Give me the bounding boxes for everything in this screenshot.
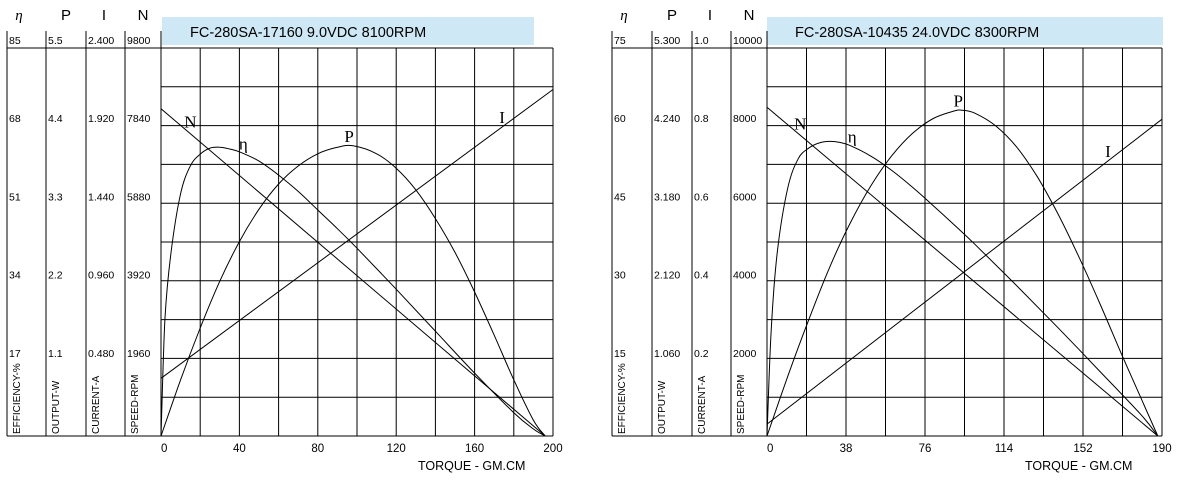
x-tick-label: 0 [161, 443, 167, 455]
y-tick-label: 5.5 [48, 35, 63, 47]
chart-title: FC-280SA-17160 9.0VDC 8100RPM [190, 25, 426, 41]
y-tick-label: 0.6 [694, 191, 709, 203]
chart-title: FC-280SA-10435 24.0VDC 8300RPM [795, 25, 1039, 41]
y-tick-label: 4.240 [654, 113, 680, 125]
y-tick-label: 0.4 [694, 270, 709, 282]
y-tick-label: 1960 [127, 348, 151, 360]
y-tick-label: 2.120 [654, 270, 680, 282]
chart-title-bg [162, 17, 534, 45]
y-tick-label: 0.480 [88, 348, 114, 360]
y-tick-label: 75 [614, 35, 626, 47]
y-axis-label: CURRENT-A [697, 375, 708, 434]
chart-title-bg [767, 17, 1163, 45]
y-tick-label: 10000 [733, 35, 762, 47]
x-tick-label: 0 [767, 443, 773, 455]
series-curve-N [160, 108, 546, 437]
x-axis-label: TORQUE - GM.CM [1025, 459, 1132, 473]
y-tick-label: 7840 [127, 113, 151, 125]
series-label: I [1105, 142, 1111, 161]
y-tick-label: 9800 [127, 35, 151, 47]
column-symbol: N [744, 7, 755, 24]
series-curve-N [766, 106, 1159, 437]
x-tick-label: 38 [840, 443, 853, 455]
y-tick-label: 8000 [733, 113, 757, 125]
y-tick-label: 85 [9, 35, 21, 47]
y-tick-label: 0.960 [88, 270, 114, 282]
column-symbol: P [61, 7, 71, 24]
column-symbol: η [620, 8, 627, 24]
x-tick-label: 120 [387, 443, 406, 455]
x-tick-label: 152 [1073, 443, 1092, 455]
y-axis-label: CURRENT-A [91, 375, 102, 434]
chart-1: FC-280SA-17160 9.0VDC 8100RPM η P I N 85 68 51 3… [6, 7, 563, 473]
y-tick-label: 2.400 [88, 35, 114, 47]
y-tick-label: 15 [614, 348, 626, 360]
series-curve-I [160, 89, 554, 379]
y-tick-label: 5880 [127, 191, 151, 203]
column-symbol: η [15, 8, 22, 24]
x-tick-label: 76 [919, 443, 932, 455]
series-curve-P [766, 109, 1159, 437]
y-tick-label: 51 [9, 191, 21, 203]
y-tick-label: 0.8 [694, 113, 709, 125]
x-axis-label: TORQUE - GM.CM [418, 459, 525, 473]
series-curve-η [766, 140, 1159, 437]
series-label: P [344, 127, 353, 146]
y-tick-label: 1.920 [88, 113, 114, 125]
y-axis-label: EFFICIENCY-% [617, 363, 628, 434]
y-tick-label: 1.0 [694, 35, 709, 47]
y-tick-label: 1.060 [654, 348, 680, 360]
y-axis-label: OUTPUT-W [657, 380, 668, 434]
series-curve-η [160, 146, 546, 437]
y-axis-label: OUTPUT-W [51, 380, 62, 434]
column-symbol: P [667, 7, 677, 24]
series-label: η [239, 135, 248, 154]
series-curve-P [160, 144, 546, 437]
y-tick-label: 2000 [733, 348, 757, 360]
y-tick-label: 5.300 [654, 35, 680, 47]
y-tick-label: 45 [614, 191, 626, 203]
series-label: I [499, 108, 505, 127]
y-axis-label: EFFICIENCY-% [12, 363, 23, 434]
y-axis-label: SPEED-RPM [736, 375, 747, 434]
y-tick-label: 60 [614, 113, 626, 125]
x-tick-label: 40 [233, 443, 246, 455]
series-label: N [794, 114, 806, 133]
column-symbol: N [138, 7, 149, 24]
y-tick-label: 2.2 [48, 270, 63, 282]
y-tick-label: 6000 [733, 191, 757, 203]
y-tick-label: 3920 [127, 270, 151, 282]
x-tick-label: 80 [311, 443, 324, 455]
x-tick-label: 160 [465, 443, 484, 455]
y-tick-label: 17 [9, 348, 21, 360]
series-label: N [184, 113, 196, 132]
y-tick-label: 34 [9, 270, 21, 282]
x-tick-label: 190 [1152, 443, 1171, 455]
y-tick-label: 68 [9, 113, 21, 125]
y-tick-label: 3.3 [48, 191, 63, 203]
chart-2: FC-280SA-10435 24.0VDC 8300RPM η P I N 75 60 45… [611, 7, 1172, 473]
y-tick-label: 3.180 [654, 191, 680, 203]
series-curve-I [766, 118, 1163, 425]
y-tick-label: 30 [614, 270, 626, 282]
series-label: η [848, 128, 857, 147]
y-tick-label: 1.440 [88, 191, 114, 203]
series-label: P [954, 92, 963, 111]
x-tick-label: 114 [995, 443, 1014, 455]
column-symbol: I [708, 7, 712, 24]
y-tick-label: 4000 [733, 270, 757, 282]
y-tick-label: 1.1 [48, 348, 63, 360]
y-tick-label: 4.4 [48, 113, 63, 125]
y-tick-label: 0.2 [694, 348, 709, 360]
column-symbol: I [102, 7, 106, 24]
y-axis-label: SPEED-RPM [130, 375, 141, 434]
x-tick-label: 200 [543, 443, 562, 455]
